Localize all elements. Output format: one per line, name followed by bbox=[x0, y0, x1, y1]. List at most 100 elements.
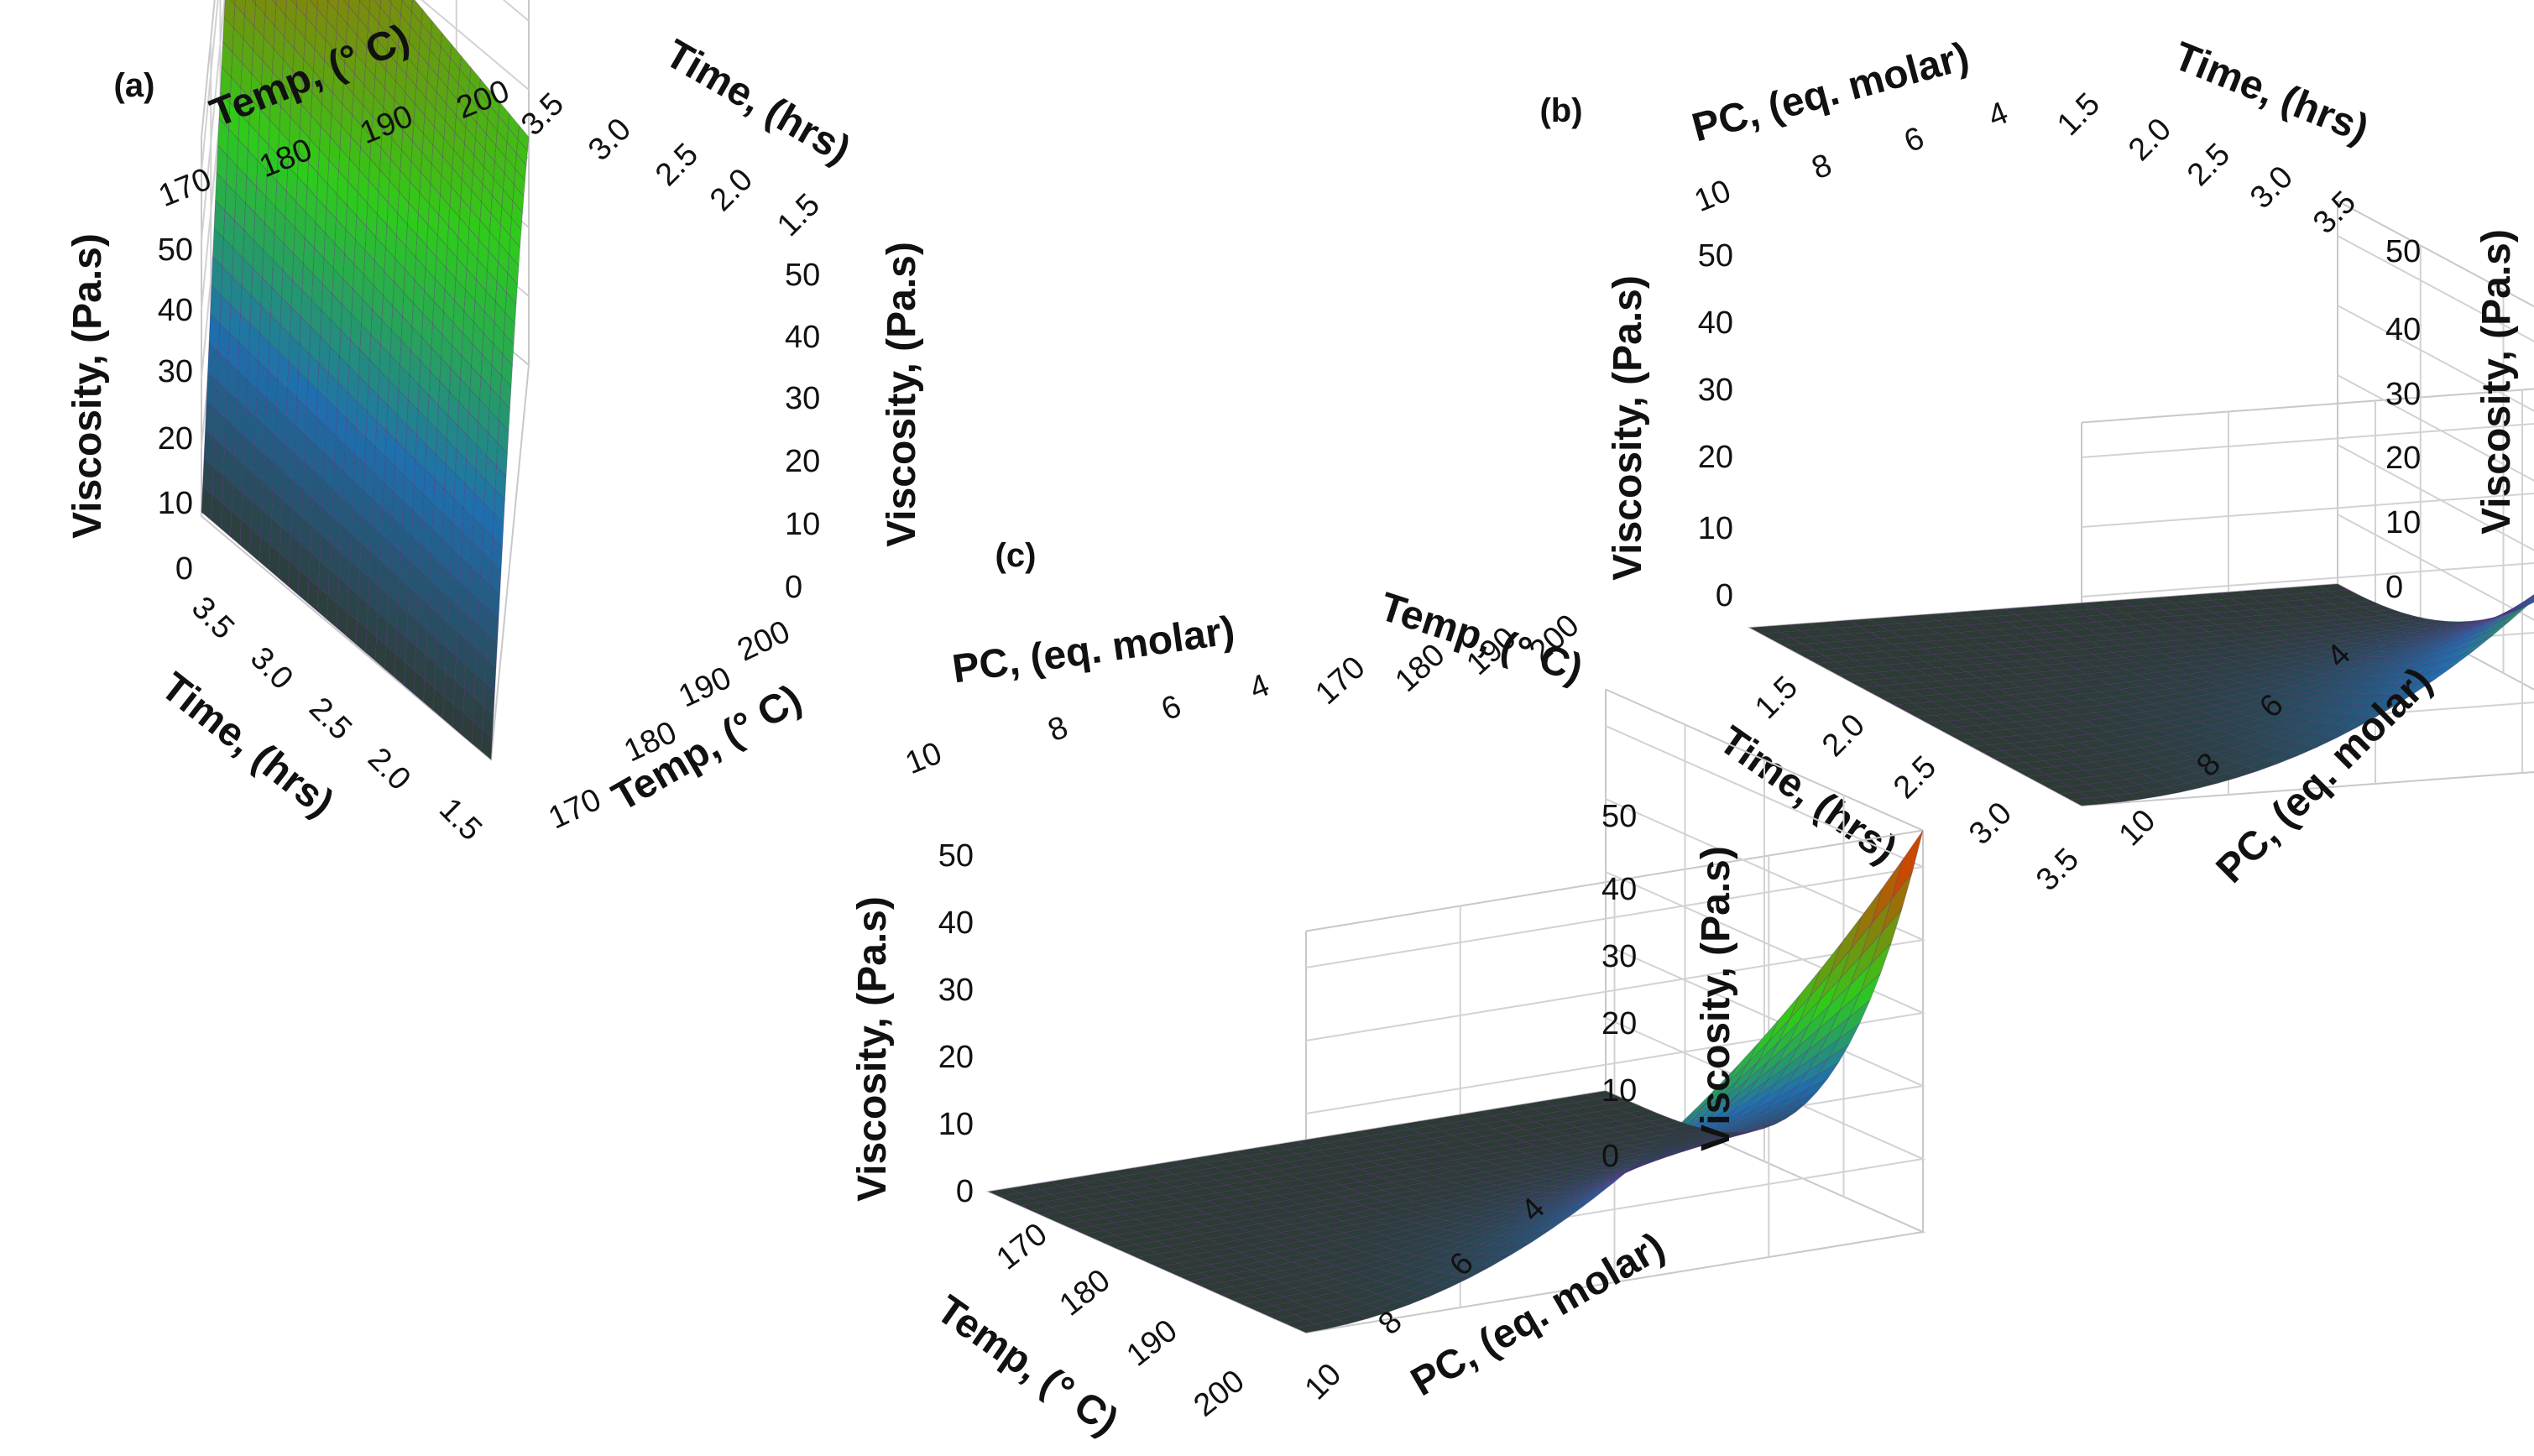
panel-a-time-tick-top: 1.5 bbox=[771, 187, 827, 243]
panel-c-z-tick-right: 20 bbox=[1601, 1006, 1637, 1041]
panel-a-surface-patch bbox=[361, 104, 374, 138]
panel-b-z-axis-label-right: Viscosity, (Pa.s) bbox=[2474, 229, 2519, 535]
panel-c-surface-patch bbox=[1229, 1256, 1263, 1266]
panel-c-surface-patch bbox=[1288, 1196, 1322, 1205]
panel-c-surface-patch bbox=[1328, 1164, 1362, 1173]
panel-b-surface-patch bbox=[2076, 621, 2109, 630]
panel-b-surface-patch bbox=[2254, 749, 2287, 761]
panel-a-surface-patch bbox=[358, 147, 371, 182]
panel-b-surface-patch bbox=[2532, 595, 2534, 598]
panel-b-surface-patch bbox=[2301, 673, 2333, 681]
panel-b-surface-patch bbox=[2171, 697, 2205, 706]
panel-c-surface-patch bbox=[1293, 1310, 1328, 1320]
panel-c-surface-patch bbox=[1100, 1176, 1135, 1185]
panel-b-z-tick-right: 30 bbox=[2385, 377, 2421, 412]
panel-c-surface-patch bbox=[1838, 999, 1871, 1040]
panel-c-surface-patch bbox=[1587, 1139, 1619, 1147]
panel-b-surface-patch bbox=[2035, 670, 2069, 679]
panel-c-surface-patch bbox=[1440, 1126, 1475, 1136]
panel-c-surface-patch bbox=[1347, 1135, 1382, 1145]
panel-c-surface-patch bbox=[1267, 1187, 1301, 1196]
panel-b-surface-patch bbox=[2352, 705, 2385, 718]
panel-c-surface-patch bbox=[1112, 1192, 1146, 1203]
panel-b-surface-patch bbox=[2145, 721, 2180, 731]
panel-c-surface-patch bbox=[1352, 1243, 1387, 1253]
panel-c-surface-patch bbox=[1268, 1211, 1303, 1221]
panel-c-surface-patch bbox=[1788, 1000, 1821, 1045]
panel-c-pc-tick-top: 4 bbox=[1245, 667, 1274, 707]
panel-c-surface-patch bbox=[1747, 1041, 1779, 1081]
panel-b-surface-plot: (b) 0 10 20 30 40 50 0 10 20 30 40 50 Viscosity, (Pa.… bbox=[1539, 34, 2534, 898]
panel-c-surface-patch bbox=[1186, 1238, 1220, 1248]
panel-b-surface-patch bbox=[2079, 691, 2113, 700]
panel-c-surface-patch bbox=[1061, 1220, 1095, 1230]
panel-c-surface-patch bbox=[1627, 1120, 1661, 1130]
panel-a-z-axis-label-right: Viscosity, (Pa.s) bbox=[880, 242, 924, 547]
panel-c-surface-patch bbox=[1112, 1206, 1147, 1215]
panel-a-surface-patch bbox=[412, 484, 425, 521]
panel-c-surface-patch bbox=[1103, 1226, 1137, 1236]
panel-b-surface-patch bbox=[2286, 697, 2318, 707]
panel-b-surface-patch bbox=[2191, 599, 2224, 608]
panel-b-surface-patch bbox=[2180, 638, 2211, 645]
panel-c-surface-patch bbox=[1492, 1112, 1526, 1121]
panel-a-surface-patch bbox=[362, 274, 374, 311]
panel-b-surface-patch bbox=[1996, 673, 2030, 682]
panel-b-surface-patch bbox=[2140, 696, 2175, 705]
panel-c-surface-patch bbox=[1891, 830, 1924, 899]
panel-c-surface-patch bbox=[1402, 1193, 1436, 1203]
panel-c-surface-patch bbox=[1309, 1192, 1343, 1202]
panel-b-surface-patch bbox=[2275, 618, 2307, 625]
panel-c-surface-patch bbox=[1796, 1078, 1828, 1102]
panel-a-surface-patch bbox=[274, 206, 286, 245]
panel-c-surface-patch bbox=[1528, 1186, 1560, 1193]
panel-a-surface-patch bbox=[411, 0, 423, 24]
panel-b-surface-patch bbox=[2196, 717, 2230, 727]
panel-c-surface-patch bbox=[1454, 1178, 1486, 1187]
panel-c-surface-patch bbox=[1528, 1192, 1560, 1200]
panel-c-surface-patch bbox=[1776, 1071, 1809, 1099]
panel-b-z-tick-right: 40 bbox=[2385, 312, 2421, 347]
panel-c-pc-tick-top: 8 bbox=[1043, 709, 1073, 749]
panel-a-surface-patch bbox=[366, 202, 378, 238]
panel-c-surface-patch bbox=[1796, 1057, 1829, 1088]
panel-c-surface-patch bbox=[1306, 1142, 1340, 1151]
panel-a-time-tick-top: 3.0 bbox=[582, 112, 638, 168]
panel-a-surface-patch bbox=[303, 237, 315, 275]
panel-a-surface-patch bbox=[410, 11, 422, 39]
panel-b-surface-patch bbox=[2345, 676, 2377, 686]
panel-c-surface-patch bbox=[1176, 1234, 1210, 1244]
panel-b-surface-patch bbox=[1985, 668, 2019, 676]
panel-a-z-tick-left: 20 bbox=[158, 421, 193, 457]
panel-c-surface-patch bbox=[1122, 1198, 1157, 1208]
panel-b-surface-patch bbox=[1768, 624, 1802, 633]
panel-c-surface-patch bbox=[1124, 1236, 1158, 1245]
panel-c-surface-patch bbox=[1166, 1242, 1200, 1251]
panel-c-surface-patch bbox=[1584, 1090, 1617, 1100]
panel-b-surface-patch bbox=[2207, 629, 2239, 637]
panel-b-z-tick-right: 50 bbox=[2385, 234, 2421, 269]
panel-a-surface-patch bbox=[350, 114, 363, 149]
panel-c-surface-patch bbox=[1251, 1305, 1286, 1315]
panel-c-surface-patch bbox=[1626, 1109, 1660, 1118]
panel-c-surface-patch bbox=[1380, 1161, 1414, 1171]
panel-a-temp-tick-bottom: 190 bbox=[673, 660, 736, 715]
panel-b-time-tick-bottom: 2.0 bbox=[1816, 707, 1872, 764]
panel-a-surface-patch bbox=[259, 108, 270, 146]
panel-b-pc-tick-top: 10 bbox=[1690, 173, 1736, 219]
panel-c-surface-patch bbox=[1440, 1139, 1475, 1149]
panel-c-surface-patch bbox=[1196, 1230, 1230, 1239]
panel-a-surface-patch bbox=[419, 360, 431, 397]
panel-c-surface-patch bbox=[1114, 1244, 1148, 1254]
panel-b-surface-patch bbox=[2357, 650, 2389, 658]
panel-b-surface-patch bbox=[2293, 733, 2327, 745]
panel-b-surface-patch bbox=[2251, 681, 2282, 690]
panel-a-surface-patch bbox=[250, 500, 263, 538]
panel-c-pc-axis-label-top: PC, (eq. molar) bbox=[949, 608, 1237, 692]
panel-c-surface-patch bbox=[1829, 956, 1862, 1006]
panel-b-surface-patch bbox=[1847, 618, 1880, 627]
panel-b-surface-patch bbox=[2073, 712, 2108, 722]
panel-c-surface-patch bbox=[1467, 1218, 1499, 1227]
panel-a-surface-patch bbox=[224, 418, 236, 457]
